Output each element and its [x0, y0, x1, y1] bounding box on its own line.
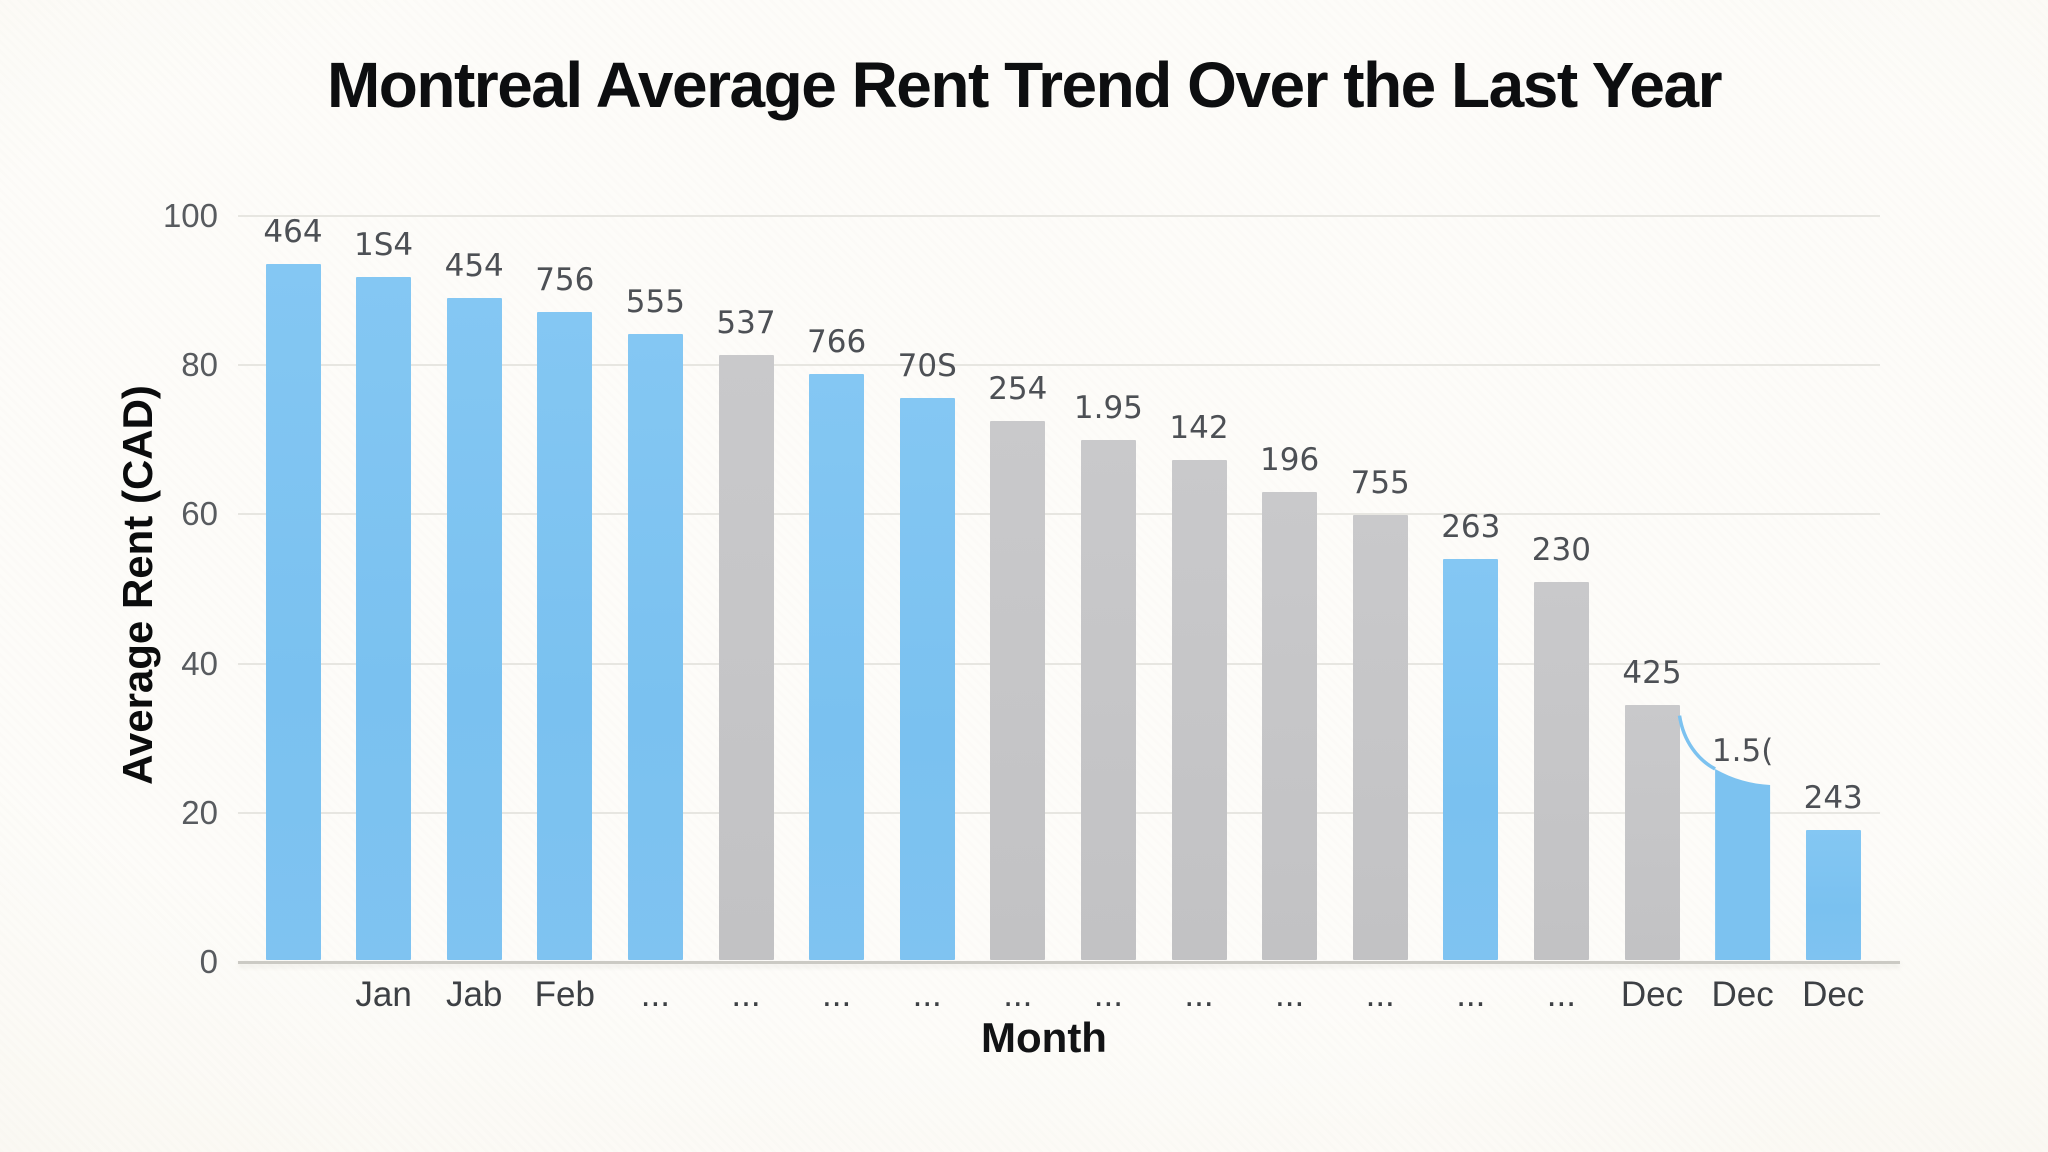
x-axis-title-text: Month	[981, 1014, 1107, 1061]
bar-value-label: 425	[1622, 654, 1682, 691]
bar	[1171, 459, 1227, 960]
bar	[265, 264, 321, 960]
y-tick-label: 20	[181, 793, 218, 831]
bar-value-label: 196	[1260, 442, 1320, 479]
bar	[356, 277, 412, 960]
x-tick-label: ...	[912, 975, 942, 1014]
x-tick-label: Jab	[445, 975, 503, 1014]
bar-value-label: 756	[535, 262, 595, 299]
bar	[1080, 439, 1136, 960]
bar	[1533, 581, 1589, 960]
gridline	[238, 513, 1880, 516]
bar-value-label: 142	[1169, 409, 1229, 446]
bar	[446, 298, 502, 960]
bar	[1805, 829, 1861, 960]
x-axis-title: Month	[0, 1014, 2048, 1062]
bar-value-label: 555	[625, 283, 685, 320]
bar-value-label: 755	[1350, 465, 1410, 502]
x-tick-label: Dec	[1802, 975, 1865, 1014]
chart-title: Montreal Average Rent Trend Over the Las…	[326, 49, 1723, 121]
bar-value-label: 454	[444, 248, 504, 285]
bar	[1715, 768, 1771, 960]
y-tick-label: 40	[181, 644, 218, 682]
bar	[1262, 492, 1318, 960]
x-tick-label: ...	[1093, 975, 1123, 1014]
y-axis-title-text: Average Rent (CAD)	[114, 385, 161, 785]
y-tick-label: 60	[181, 495, 218, 533]
y-tick-label: 0	[199, 943, 218, 980]
x-tick-label: ...	[640, 975, 670, 1014]
gridline	[238, 662, 1880, 665]
bar-value-label: 70S	[897, 348, 957, 385]
x-tick-label: ...	[822, 975, 852, 1014]
bar	[899, 398, 955, 960]
bar	[1443, 559, 1499, 960]
x-tick-label: Dec	[1711, 975, 1774, 1014]
x-tick-label: ...	[1546, 975, 1576, 1014]
x-tick-label: ...	[1275, 975, 1305, 1014]
bar	[718, 354, 774, 960]
y-tick-label: 100	[162, 197, 218, 234]
bar	[627, 333, 683, 960]
bar-value-label: 254	[988, 371, 1048, 408]
y-tick-label: 80	[181, 346, 218, 384]
bar-value-label: 263	[1441, 509, 1501, 546]
bar	[990, 421, 1046, 960]
x-axis-line	[238, 961, 1900, 964]
bar-value-label: 243	[1803, 779, 1863, 816]
bar-value-label: 230	[1531, 531, 1591, 568]
bar-value-label: 766	[807, 324, 867, 361]
x-tick-label: ...	[1003, 975, 1033, 1014]
x-tick-label: ...	[1456, 975, 1486, 1014]
gridline	[238, 215, 1880, 217]
bar-value-label: 1.5(	[1711, 732, 1774, 769]
x-tick-label: Feb	[534, 975, 595, 1014]
x-tick-label: ...	[1365, 975, 1395, 1014]
bar	[1624, 704, 1680, 960]
bar-value-label: 1S4	[354, 227, 414, 264]
bar-value-label: 464	[263, 214, 323, 251]
bar	[1352, 515, 1408, 960]
bar	[537, 312, 593, 960]
x-tick-label: Dec	[1620, 975, 1684, 1014]
bar	[809, 374, 865, 960]
gridline	[238, 364, 1880, 367]
x-tick-label: ...	[1184, 975, 1214, 1014]
bar-value-label: 1.95	[1073, 389, 1143, 426]
gridline	[238, 811, 1880, 814]
bar-value-label: 537	[716, 304, 776, 341]
x-tick-label: ...	[731, 975, 761, 1014]
x-tick-label: Jan	[355, 975, 412, 1014]
